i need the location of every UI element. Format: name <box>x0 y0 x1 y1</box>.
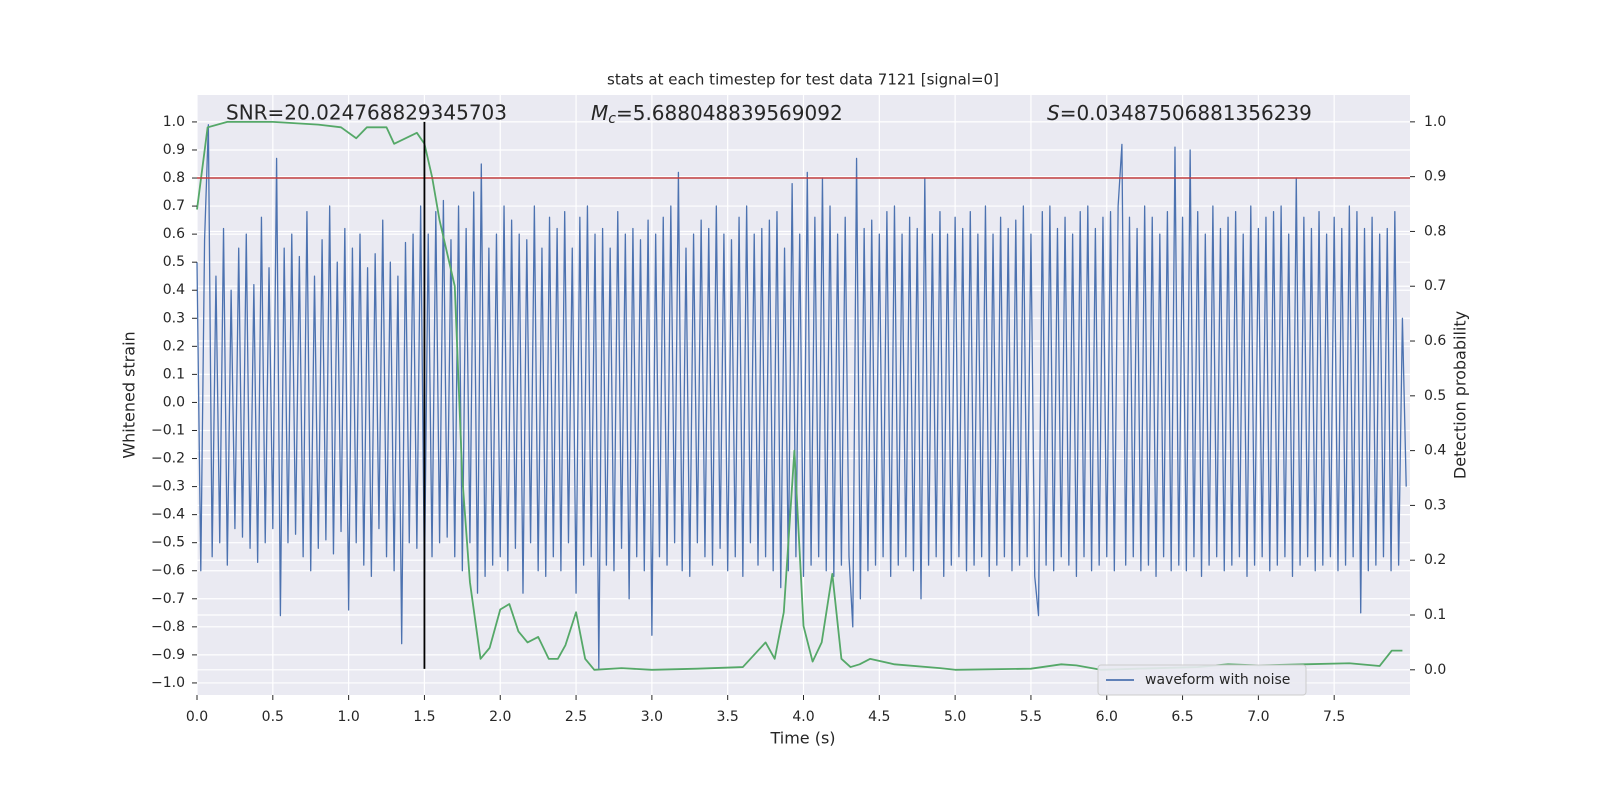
y2-tick-label: 0.3 <box>1424 497 1446 513</box>
y-tick-label: −0.3 <box>151 479 185 495</box>
y2-tick-label: 0.4 <box>1424 443 1446 459</box>
annotation-text: =5.688048839569092 <box>616 101 843 125</box>
annotation-symbol: S <box>1047 101 1060 125</box>
y2-tick-label: 1.0 <box>1424 114 1446 130</box>
x-tick-label: 6.0 <box>1096 709 1118 725</box>
annotation: S=0.03487506881356239 <box>1047 101 1312 125</box>
x-tick-label: 7.0 <box>1247 709 1269 725</box>
y-tick-label: 0.8 <box>163 170 185 186</box>
x-tick-label: 4.0 <box>792 709 814 725</box>
x-tick-label: 1.0 <box>337 709 359 725</box>
y-tick-label: −0.8 <box>151 619 185 635</box>
x-tick-label: 3.0 <box>641 709 663 725</box>
annotation: Mc=5.688048839569092 <box>591 101 843 128</box>
y2-tick-label: 0.8 <box>1424 223 1446 239</box>
labels: 0.0 0.5 1.0 1.5 2.0 2.5 3.0 3.5 4.0 4.5 5.0 5.5 6.0 6… <box>151 114 1446 725</box>
series-line <box>196 120 1403 671</box>
y-tick-label: −0.6 <box>151 563 185 579</box>
x-tick-label: 2.0 <box>489 709 511 725</box>
x-tick-label: 5.0 <box>944 709 966 725</box>
y-tick-label: −0.2 <box>151 451 185 467</box>
y-tick-label: 0.4 <box>163 282 185 298</box>
x-tick-label: 0.5 <box>262 709 284 725</box>
y2-tick-label: 0.6 <box>1424 333 1446 349</box>
y2-tick-label: 0.9 <box>1424 169 1446 185</box>
x-tick-label: 6.5 <box>1171 709 1193 725</box>
annotation: SNR=20.024768829345703 <box>226 101 507 125</box>
y-tick-label: 0.7 <box>163 198 185 214</box>
annotation-subscript: c <box>608 111 616 127</box>
legend-label: waveform with noise <box>1145 672 1290 688</box>
y-tick-label: 0.9 <box>163 142 185 158</box>
y-tick-label: 0.6 <box>163 226 185 242</box>
x-tick-label: 5.5 <box>1020 709 1042 725</box>
y-tick-label: −0.1 <box>151 422 185 438</box>
y2-axis-label: Detection probability <box>1451 311 1470 479</box>
y2-tick-label: 0.1 <box>1424 607 1446 623</box>
x-tick-label: 0.0 <box>186 709 208 725</box>
y2-tick-label: 0.0 <box>1424 662 1446 678</box>
x-tick-label: 2.5 <box>565 709 587 725</box>
chart-title: stats at each timestep for test data 712… <box>607 71 999 89</box>
annotation-symbol: M <box>591 101 608 125</box>
series-line <box>196 124 1407 670</box>
y2-tick-label: 0.2 <box>1424 552 1446 568</box>
x-tick-label: 3.5 <box>717 709 739 725</box>
annotation-text: =0.03487506881356239 <box>1060 101 1312 125</box>
marks <box>196 120 1410 671</box>
legend <box>1097 664 1307 696</box>
y2-tick-label: 0.7 <box>1424 278 1446 294</box>
y-tick-label: −0.9 <box>151 647 185 663</box>
x-axis-label: Time (s) <box>769 729 835 748</box>
y-tick-label: 0.0 <box>163 394 185 410</box>
y-tick-label: −0.7 <box>151 591 185 607</box>
y-tick-label: −1.0 <box>151 675 185 691</box>
y-axis-label: Whitened strain <box>120 331 139 458</box>
y-tick-label: 0.5 <box>163 254 185 270</box>
y2-tick-label: 0.5 <box>1424 388 1446 404</box>
y-tick-label: 0.2 <box>163 338 185 354</box>
x-tick-label: 1.5 <box>413 709 435 725</box>
y-tick-label: 0.1 <box>163 366 185 382</box>
x-tick-label: 4.5 <box>868 709 890 725</box>
y-tick-label: −0.5 <box>151 535 185 551</box>
y-tick-label: 0.3 <box>163 310 185 326</box>
y-tick-label: 1.0 <box>163 114 185 130</box>
x-tick-label: 7.5 <box>1323 709 1345 725</box>
y-tick-label: −0.4 <box>151 507 185 523</box>
